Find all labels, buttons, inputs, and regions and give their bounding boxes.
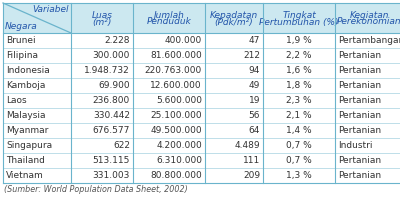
Text: 400.000: 400.000 (165, 36, 202, 45)
Bar (3, 138, 400, 153)
Text: (Pdk/m²): (Pdk/m²) (215, 18, 253, 26)
Bar (3, 153, 400, 168)
Bar (3, 78, 400, 93)
Text: 81.600.000: 81.600.000 (150, 51, 202, 60)
Text: Laos: Laos (6, 96, 27, 105)
Text: 5.600.000: 5.600.000 (156, 96, 202, 105)
Text: 331.003: 331.003 (93, 171, 130, 180)
Text: 300.000: 300.000 (93, 51, 130, 60)
Text: (m²): (m²) (92, 18, 112, 26)
Text: 220.763.000: 220.763.000 (145, 66, 202, 75)
Text: 236.800: 236.800 (93, 96, 130, 105)
Text: 209: 209 (243, 171, 260, 180)
Text: 25.100.000: 25.100.000 (150, 111, 202, 120)
Text: 49.500.000: 49.500.000 (150, 126, 202, 135)
Text: Pertanian: Pertanian (338, 51, 381, 60)
Bar (3, 168, 400, 183)
Text: 80.800.000: 80.800.000 (150, 171, 202, 180)
Bar (3, 63, 400, 78)
Text: Filipina: Filipina (6, 51, 38, 60)
Text: 2,1 %: 2,1 % (286, 111, 312, 120)
Text: Pertanian: Pertanian (338, 126, 381, 135)
Text: Pertambangan: Pertambangan (338, 36, 400, 45)
Text: Vietnam: Vietnam (6, 171, 44, 180)
Text: 2,2 %: 2,2 % (286, 51, 312, 60)
Text: 4.200.000: 4.200.000 (156, 141, 202, 150)
Text: 1,6 %: 1,6 % (286, 66, 312, 75)
Text: 0,7 %: 0,7 % (286, 141, 312, 150)
Text: Indonesia: Indonesia (6, 66, 50, 75)
Text: 0,7 %: 0,7 % (286, 156, 312, 165)
Text: Variabel: Variabel (32, 5, 69, 14)
Text: Myanmar: Myanmar (6, 126, 48, 135)
Text: 330.442: 330.442 (93, 111, 130, 120)
Text: Pertanian: Pertanian (338, 66, 381, 75)
Bar (3, 3, 400, 33)
Text: Penduduk: Penduduk (146, 18, 192, 26)
Bar (3, 48, 400, 63)
Text: 6.310.000: 6.310.000 (156, 156, 202, 165)
Text: 64: 64 (249, 126, 260, 135)
Bar (3, 108, 400, 123)
Text: 1,4 %: 1,4 % (286, 126, 312, 135)
Text: Kepadatan: Kepadatan (210, 11, 258, 20)
Text: Pertumbuhan (%): Pertumbuhan (%) (259, 18, 339, 26)
Text: Brunei: Brunei (6, 36, 36, 45)
Text: Malaysia: Malaysia (6, 111, 46, 120)
Text: Kegiatan: Kegiatan (349, 11, 389, 20)
Text: Pertanian: Pertanian (338, 81, 381, 90)
Text: 622: 622 (113, 141, 130, 150)
Text: 2,3 %: 2,3 % (286, 96, 312, 105)
Text: 49: 49 (249, 81, 260, 90)
Text: 1,8 %: 1,8 % (286, 81, 312, 90)
Text: Perekonomian: Perekonomian (337, 18, 400, 26)
Text: 1,9 %: 1,9 % (286, 36, 312, 45)
Bar (3, 33, 400, 48)
Text: Singapura: Singapura (6, 141, 52, 150)
Text: Negara: Negara (5, 22, 38, 31)
Text: 676.577: 676.577 (93, 126, 130, 135)
Text: Tingkat: Tingkat (282, 11, 316, 20)
Text: (Sumber: World Population Data Sheet, 2002): (Sumber: World Population Data Sheet, 20… (4, 185, 188, 194)
Text: Kamboja: Kamboja (6, 81, 45, 90)
Text: 2.228: 2.228 (104, 36, 130, 45)
Text: 111: 111 (243, 156, 260, 165)
Text: Pertanian: Pertanian (338, 111, 381, 120)
Text: 1.948.732: 1.948.732 (84, 66, 130, 75)
Text: 1,3 %: 1,3 % (286, 171, 312, 180)
Text: 4.489: 4.489 (234, 141, 260, 150)
Text: 19: 19 (248, 96, 260, 105)
Text: Industri: Industri (338, 141, 372, 150)
Text: 69.900: 69.900 (98, 81, 130, 90)
Text: 212: 212 (243, 51, 260, 60)
Text: Jumlah: Jumlah (154, 11, 184, 20)
Bar (3, 93, 400, 108)
Text: Pertanian: Pertanian (338, 156, 381, 165)
Text: Pertanian: Pertanian (338, 171, 381, 180)
Text: 513.115: 513.115 (93, 156, 130, 165)
Text: 56: 56 (248, 111, 260, 120)
Text: 47: 47 (249, 36, 260, 45)
Text: Thailand: Thailand (6, 156, 45, 165)
Text: 12.600.000: 12.600.000 (150, 81, 202, 90)
Text: Luas: Luas (92, 11, 112, 20)
Text: Pertanian: Pertanian (338, 96, 381, 105)
Text: 94: 94 (249, 66, 260, 75)
Bar (3, 123, 400, 138)
